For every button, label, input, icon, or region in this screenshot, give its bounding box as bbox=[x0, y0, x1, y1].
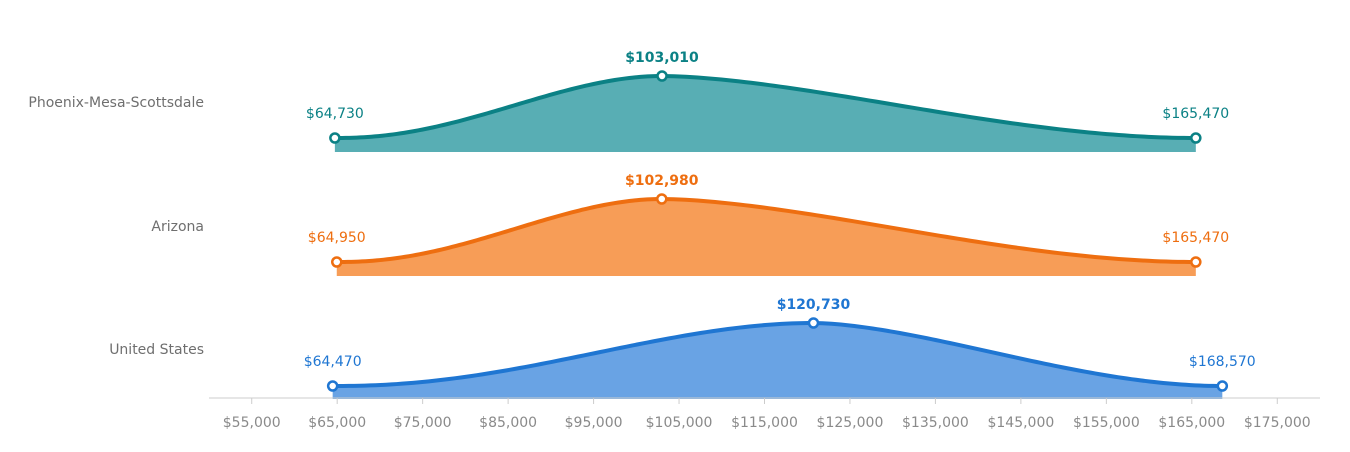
max-label-arizona: $165,470 bbox=[1162, 230, 1229, 246]
ridge-area-arizona bbox=[336, 199, 1196, 276]
x-tick-label: $165,000 bbox=[1158, 415, 1225, 431]
ridge-area-phoenix-mesa-scottsdale bbox=[334, 76, 1196, 152]
ridge-arizona: Arizona $64,950 $165,470 $102,980 bbox=[151, 173, 1229, 276]
min-label-united-states: $64,470 bbox=[304, 354, 362, 370]
min-label-arizona: $64,950 bbox=[308, 230, 366, 246]
min-marker-arizona[interactable] bbox=[331, 256, 343, 268]
x-tick-label: $95,000 bbox=[565, 415, 623, 431]
median-marker-phoenix-mesa-scottsdale[interactable] bbox=[656, 70, 668, 82]
x-axis: $55,000 $65,000 $75,000 $85,000 $95,000 $105,… bbox=[209, 397, 1320, 431]
series-label-phoenix-mesa-scottsdale: Phoenix-Mesa-Scottsdale bbox=[28, 95, 204, 111]
max-marker-united-states[interactable] bbox=[1216, 380, 1229, 392]
max-label-phoenix-mesa-scottsdale: $165,470 bbox=[1162, 106, 1229, 122]
x-tick-label: $155,000 bbox=[1073, 415, 1140, 431]
median-label-arizona: $102,980 bbox=[625, 173, 699, 189]
x-tick-label: $55,000 bbox=[223, 415, 281, 431]
max-marker-phoenix-mesa-scottsdale[interactable] bbox=[1190, 132, 1202, 144]
min-marker-phoenix-mesa-scottsdale[interactable] bbox=[329, 132, 341, 144]
x-tick-label: $65,000 bbox=[308, 415, 366, 431]
x-tick-label: $115,000 bbox=[731, 415, 798, 431]
ridge-united-states: United States $64,470 $168,570 $120,730 bbox=[109, 297, 1256, 399]
max-label-united-states: $168,570 bbox=[1189, 354, 1256, 370]
x-tick-label: $85,000 bbox=[479, 415, 537, 431]
x-axis-ticks: $55,000 $65,000 $75,000 $85,000 $95,000 $105,… bbox=[223, 398, 1311, 431]
x-tick-label: $175,000 bbox=[1244, 415, 1311, 431]
x-tick-label: $105,000 bbox=[646, 415, 713, 431]
ridge-area-united-states bbox=[332, 323, 1223, 399]
x-tick-label: $145,000 bbox=[987, 415, 1054, 431]
median-label-phoenix-mesa-scottsdale: $103,010 bbox=[625, 50, 699, 66]
min-label-phoenix-mesa-scottsdale: $64,730 bbox=[306, 106, 364, 122]
x-tick-label: $135,000 bbox=[902, 415, 969, 431]
median-label-united-states: $120,730 bbox=[777, 297, 851, 313]
x-tick-label: $75,000 bbox=[394, 415, 452, 431]
max-marker-arizona[interactable] bbox=[1190, 256, 1202, 268]
ridges-group: Phoenix-Mesa-Scottsdale $64,730 $165,470 $1… bbox=[28, 50, 1256, 399]
series-label-united-states: United States bbox=[109, 342, 204, 358]
median-marker-united-states[interactable] bbox=[807, 317, 820, 329]
median-marker-arizona[interactable] bbox=[656, 193, 668, 205]
min-marker-united-states[interactable] bbox=[326, 380, 339, 392]
ridge-phoenix-mesa-scottsdale: Phoenix-Mesa-Scottsdale $64,730 $165,470 $1… bbox=[28, 50, 1229, 152]
x-tick-label: $125,000 bbox=[817, 415, 884, 431]
series-label-arizona: Arizona bbox=[151, 219, 204, 235]
